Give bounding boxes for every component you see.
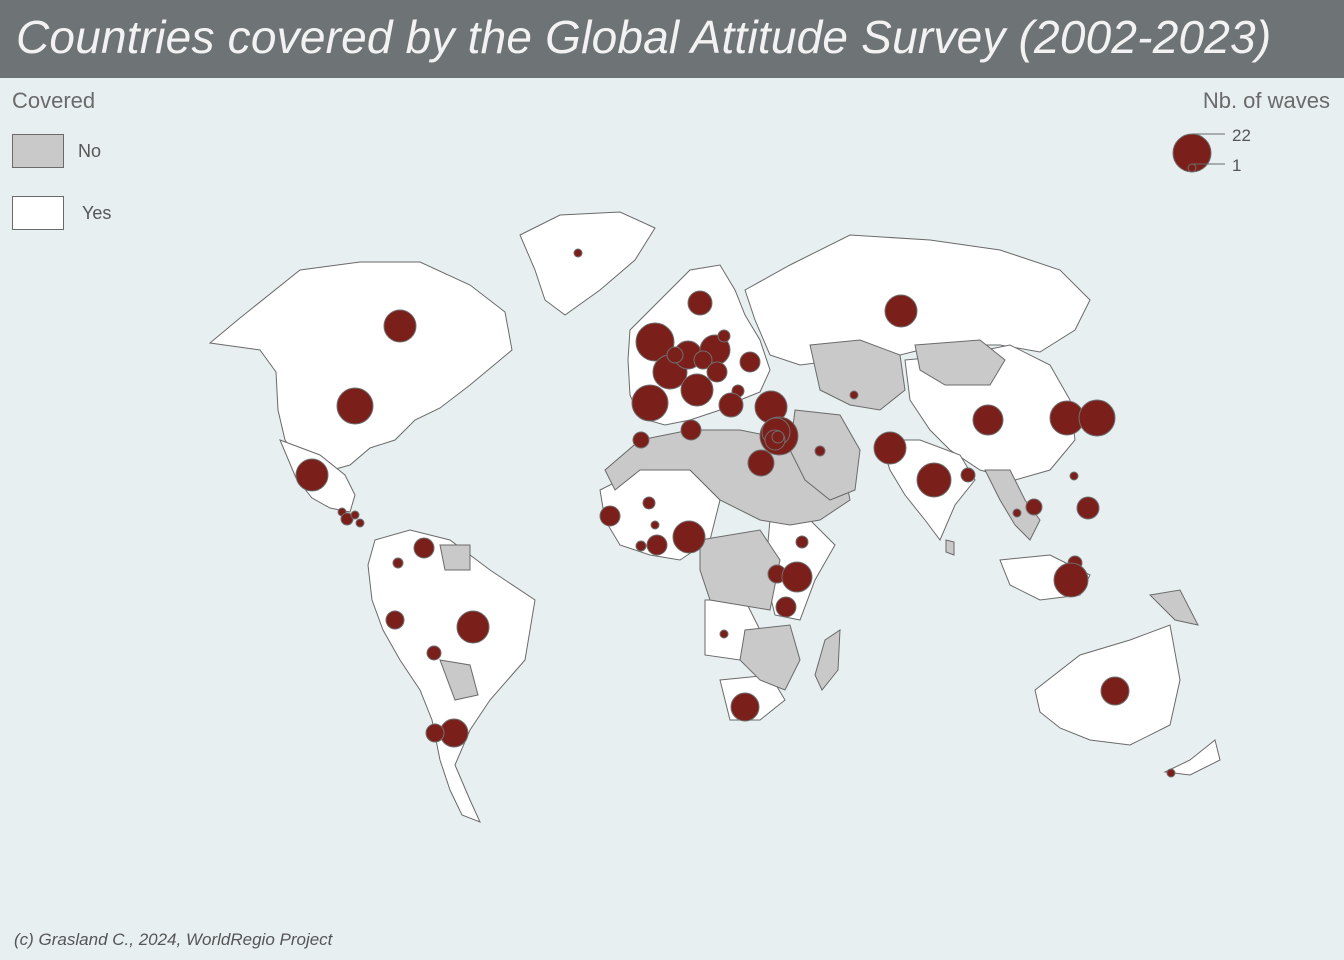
central-africa-region — [699, 529, 781, 611]
bubble — [456, 610, 490, 644]
legend-covered: Covered No Yes — [12, 88, 111, 230]
bubble — [573, 248, 583, 258]
bubble — [717, 329, 731, 343]
bubble — [1053, 562, 1089, 598]
uncovered-countries — [439, 339, 1199, 701]
bubble — [631, 384, 669, 422]
legend-item-yes: Yes — [12, 196, 111, 230]
legend-covered-title: Covered — [12, 88, 96, 113]
bubble — [295, 458, 329, 492]
bubble — [775, 596, 797, 618]
bubble — [719, 629, 729, 639]
bubble — [849, 390, 859, 400]
greenland-land — [519, 211, 656, 316]
bubble — [385, 610, 405, 630]
indochina-region — [984, 469, 1041, 541]
bubble — [635, 540, 647, 552]
papua-island — [1148, 589, 1199, 626]
bubble — [884, 294, 918, 328]
sahara-region — [604, 429, 851, 526]
mongolia-region — [914, 339, 1006, 386]
bubble — [781, 561, 813, 593]
size-legend-max-label: 22 — [1232, 126, 1251, 145]
bubble — [646, 534, 668, 556]
bubble — [426, 645, 442, 661]
bubble — [632, 431, 650, 449]
southern-africa-grey — [739, 624, 801, 691]
bubble — [693, 350, 713, 370]
bubble — [642, 496, 656, 510]
bubble — [1076, 496, 1100, 520]
legend-label-no: No — [78, 140, 102, 161]
bubble — [730, 692, 760, 722]
swatch-no — [12, 134, 64, 168]
map-title: Countries covered by the Global Attitude… — [16, 11, 1272, 63]
bubble — [687, 290, 713, 316]
bubble — [1100, 676, 1130, 706]
guyana-region — [439, 544, 471, 571]
legend-waves: Nb. of waves 22 1 — [1160, 88, 1330, 188]
andean-grey-region — [439, 659, 479, 701]
arabia-region — [789, 409, 861, 501]
bubble — [1166, 768, 1176, 778]
bubble — [972, 404, 1004, 436]
swatch-yes — [12, 196, 64, 230]
bubble — [680, 419, 702, 441]
bubble — [1012, 508, 1022, 518]
madagascar-island — [814, 629, 841, 691]
bubble — [718, 392, 744, 418]
title-bar: Countries covered by the Global Attitude… — [0, 0, 1344, 78]
bubble — [650, 520, 660, 530]
bubble — [672, 520, 706, 554]
size-legend-min-bubble — [1187, 163, 1197, 173]
sri-lanka-island — [945, 539, 955, 556]
bubble — [336, 387, 374, 425]
bubble — [795, 535, 809, 549]
covered-countries — [208, 211, 1221, 823]
bubble — [350, 510, 360, 520]
bubble — [873, 431, 907, 465]
bubble — [771, 430, 785, 444]
north-america-land — [208, 261, 513, 473]
bubble — [1025, 498, 1043, 516]
bubble — [1069, 471, 1079, 481]
size-legend-min-label: 1 — [1232, 156, 1242, 175]
wave-bubbles — [295, 248, 1176, 778]
legend-label-yes: Yes — [82, 202, 112, 223]
russia-land — [744, 234, 1091, 366]
bubble — [706, 361, 728, 383]
bubble — [355, 518, 365, 528]
bubble — [413, 537, 435, 559]
size-legend-graphic — [1172, 133, 1225, 173]
bubble — [680, 373, 714, 407]
bubble — [599, 505, 621, 527]
new-zealand-land — [1163, 739, 1221, 776]
bubble — [960, 467, 976, 483]
bubble — [747, 449, 775, 477]
bubble — [1078, 399, 1116, 437]
legend-item-no: No — [12, 134, 101, 168]
central-asia-region — [809, 339, 906, 411]
bubble — [383, 309, 417, 343]
bubble — [739, 351, 761, 373]
credit-text: (c) Grasland C., 2024, WorldRegio Projec… — [14, 930, 333, 949]
bubble — [425, 723, 445, 743]
bubble — [635, 322, 675, 362]
bubble — [666, 346, 684, 364]
bubble — [392, 557, 404, 569]
legend-waves-title: Nb. of waves — [1202, 88, 1330, 113]
bubble — [814, 445, 826, 457]
bubble — [916, 462, 952, 498]
